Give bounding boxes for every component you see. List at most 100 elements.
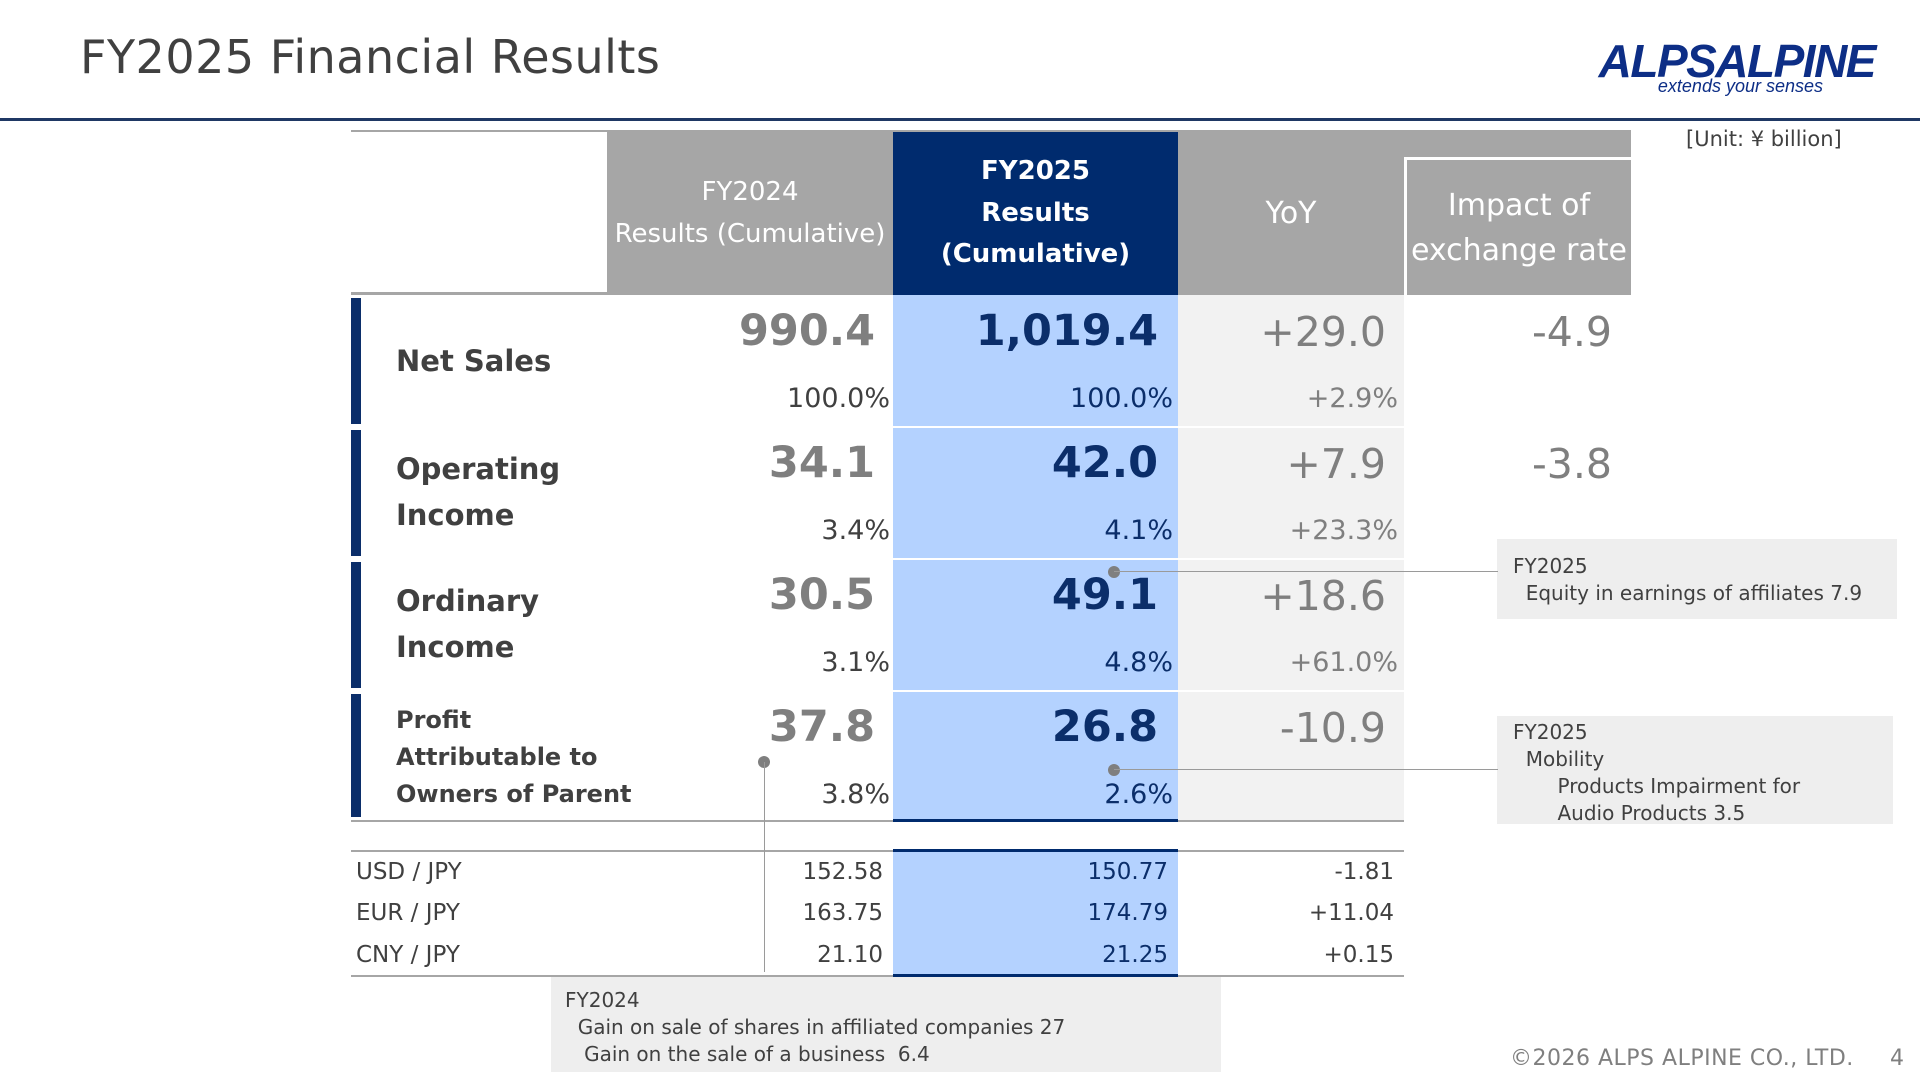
operating-income-label-line1: Operating — [396, 452, 561, 486]
operating-income-yoy: +7.9 — [1286, 440, 1386, 488]
profit-label-line2: Attributable to — [396, 743, 598, 772]
header-yoy: YoY — [1178, 132, 1404, 295]
logo-tagline: extends your senses — [1657, 76, 1823, 96]
ordinary-income-yoy: +18.6 — [1260, 572, 1386, 620]
operating-income-fy2024: 34.1 — [768, 438, 875, 488]
note-ordinary-line2: Equity in earnings of affiliates 7.9 — [1513, 581, 1863, 605]
net-sales-fy2025: 1,019.4 — [975, 306, 1158, 356]
profit-fy2025-ratio: 2.6% — [1104, 779, 1173, 810]
fx-row-usd-pair: USD / JPY — [356, 859, 462, 885]
note-ordinary-income: FY2025 Equity in earnings of affiliates … — [1497, 539, 1897, 619]
row-separator-1 — [893, 426, 1404, 428]
note-fy2024-line3: Gain on the sale of a business 6.4 — [565, 1042, 930, 1066]
callout-dot-ordinary — [1108, 566, 1120, 578]
note-profit-line4: Audio Products 3.5 — [1513, 801, 1746, 825]
fx-table-bottom-rule — [351, 975, 1404, 977]
operating-income-fy2025-ratio: 4.1% — [1104, 515, 1173, 546]
fx-row-eur-pair: EUR / JPY — [356, 900, 460, 926]
header-fy2024-year: FY2024 — [701, 176, 799, 207]
header-impact: Impact of exchange rate — [1404, 157, 1631, 295]
note-profit: FY2025 Mobility Products Impairment for … — [1497, 716, 1893, 825]
callout-line-ordinary — [1114, 571, 1498, 572]
fy2025-bottom-rule — [893, 819, 1178, 822]
note-fy2024: FY2024 Gain on sale of shares in affilia… — [551, 977, 1221, 1072]
copyright: ©2026 ALPS ALPINE CO., LTD. — [1510, 1046, 1854, 1071]
callout-line-profit — [1114, 769, 1498, 770]
callout-dot-profit — [1108, 764, 1120, 776]
note-profit-line2: Mobility — [1513, 747, 1605, 771]
fx-fy2025-bg — [893, 850, 1178, 976]
header-fy2024: FY2024 Results (Cumulative) — [607, 132, 893, 295]
ordinary-income-fy2025: 49.1 — [1051, 570, 1158, 620]
header-yoy-label: YoY — [1265, 195, 1317, 231]
ordinary-income-label-line2: Income — [396, 630, 515, 665]
operating-income-yoy-pct: +23.3% — [1289, 515, 1398, 546]
fx-fy2025-bottom-rule — [893, 974, 1178, 977]
logo-wordmark: ALPSALPINE — [1598, 35, 1877, 87]
operating-income-label-line2: Income — [396, 498, 515, 533]
ordinary-income-label-line1: Ordinary — [396, 584, 540, 618]
ordinary-income-fy2025-ratio: 4.8% — [1104, 647, 1173, 678]
fx-row-cny-fy2024: 21.10 — [817, 942, 883, 968]
row-separator-3 — [893, 690, 1404, 692]
operating-income-fx-impact: -3.8 — [1532, 440, 1612, 488]
title-rule — [0, 118, 1920, 121]
net-sales-fy2025-ratio: 100.0% — [1070, 383, 1173, 414]
net-sales-fx-impact: -4.9 — [1532, 308, 1612, 356]
header-impact-line2: exchange rate — [1410, 232, 1628, 268]
net-sales-fy2024: 990.4 — [738, 306, 875, 356]
row-label-ordinary-income: Ordinary Income — [396, 578, 539, 671]
operating-income-fy2024-ratio: 3.4% — [821, 515, 890, 546]
profit-fy2025: 26.8 — [1051, 702, 1158, 752]
row-marker-net-sales — [351, 298, 361, 424]
fx-row-usd-fy2025: 150.77 — [1087, 859, 1168, 885]
header-empty-underline — [351, 292, 607, 295]
net-sales-fy2024-ratio: 100.0% — [787, 383, 890, 414]
note-profit-line1: FY2025 — [1513, 720, 1588, 744]
profit-yoy: -10.9 — [1279, 704, 1386, 752]
row-separator-2 — [893, 558, 1404, 560]
table-bottom-rule — [351, 820, 1404, 822]
page-number: 4 — [1890, 1046, 1904, 1071]
row-marker-profit-attributable — [351, 694, 361, 817]
ordinary-income-fy2024-ratio: 3.1% — [821, 647, 890, 678]
header-impact-line1: Impact of — [1447, 187, 1591, 223]
header-fy2025: FY2025 Results (Cumulative) — [893, 132, 1178, 295]
ordinary-income-yoy-pct: +61.0% — [1289, 647, 1398, 678]
header-fy2024-sub: Results (Cumulative) — [614, 218, 886, 249]
row-marker-ordinary-income — [351, 562, 361, 688]
fx-row-cny-yoy: +0.15 — [1323, 942, 1394, 968]
note-fy2024-line1: FY2024 — [565, 988, 640, 1012]
fx-row-eur-fy2025: 174.79 — [1087, 900, 1168, 926]
fx-fy2025-top-rule — [893, 849, 1178, 852]
company-logo: ALPSALPINE extends your senses — [1560, 34, 1880, 100]
profit-label-line3: Owners of Parent — [396, 780, 632, 809]
net-sales-yoy: +29.0 — [1260, 308, 1386, 356]
row-marker-operating-income — [351, 430, 361, 556]
fx-row-eur-yoy: +11.04 — [1308, 900, 1394, 926]
unit-label: [Unit: ¥ billion] — [1686, 127, 1842, 151]
header-fy2025-year: FY2025 — [981, 156, 1090, 187]
note-fy2024-line2: Gain on sale of shares in affiliated com… — [565, 1015, 1066, 1039]
fx-table-top-rule — [351, 850, 1404, 852]
fx-row-cny-fy2025: 21.25 — [1102, 942, 1168, 968]
operating-income-fy2025: 42.0 — [1051, 438, 1158, 488]
note-ordinary-line1: FY2025 — [1513, 554, 1588, 578]
profit-fy2024-ratio: 3.8% — [821, 779, 890, 810]
profit-fy2024: 37.8 — [768, 702, 875, 752]
header-fy2025-sub: Results (Cumulative) — [940, 197, 1131, 270]
note-profit-line3: Products Impairment for — [1513, 774, 1801, 798]
fx-row-eur-fy2024: 163.75 — [802, 900, 883, 926]
row-label-profit-attributable: Profit Attributable to Owners of Parent — [396, 702, 632, 814]
fx-row-cny-pair: CNY / JPY — [356, 942, 460, 968]
header-top-rule — [351, 130, 1631, 132]
fx-row-usd-yoy: -1.81 — [1334, 859, 1394, 885]
row-label-net-sales: Net Sales — [396, 344, 552, 378]
profit-label-line1: Profit — [396, 706, 472, 734]
row-label-operating-income: Operating Income — [396, 446, 560, 539]
callout-line-fy2024 — [764, 762, 765, 972]
fx-row-usd-fy2024: 152.58 — [802, 859, 883, 885]
ordinary-income-fy2024: 30.5 — [768, 570, 875, 620]
net-sales-yoy-pct: +2.9% — [1306, 383, 1398, 414]
page-title: FY2025 Financial Results — [80, 30, 661, 84]
